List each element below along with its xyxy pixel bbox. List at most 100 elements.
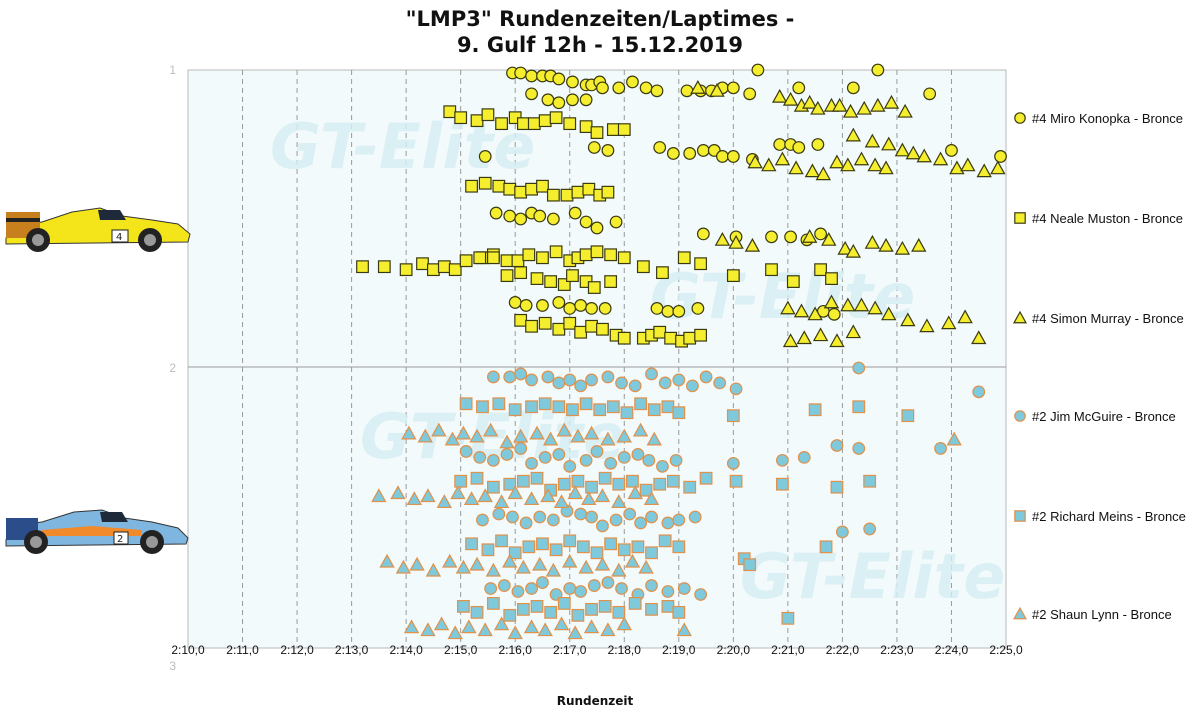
data-point-series-6 bbox=[493, 494, 510, 509]
svg-text:2: 2 bbox=[117, 534, 123, 545]
data-point-series-1 bbox=[552, 296, 566, 309]
data-point-series-3 bbox=[845, 324, 861, 339]
data-point-series-6 bbox=[562, 553, 578, 568]
data-point-series-6 bbox=[616, 428, 632, 443]
data-point-series-5 bbox=[557, 597, 571, 610]
data-point-series-1 bbox=[536, 299, 549, 312]
data-point-series-2 bbox=[416, 257, 429, 271]
data-point-series-1 bbox=[514, 212, 528, 226]
data-point-series-1 bbox=[514, 66, 528, 80]
data-point-series-3 bbox=[823, 294, 840, 309]
data-point-series-1 bbox=[519, 299, 533, 312]
data-point-series-4 bbox=[694, 588, 708, 601]
data-point-series-6 bbox=[542, 431, 559, 446]
data-point-series-2 bbox=[814, 263, 827, 277]
data-point-series-1 bbox=[653, 141, 667, 154]
x-tick-label: 2:15,0 bbox=[444, 643, 478, 657]
data-point-series-2 bbox=[525, 182, 538, 196]
data-point-series-6 bbox=[469, 556, 485, 571]
data-point-series-4 bbox=[631, 448, 645, 461]
data-point-series-5 bbox=[492, 397, 506, 411]
data-point-series-3 bbox=[845, 243, 861, 258]
data-point-series-4 bbox=[604, 456, 618, 470]
legend-item-series-6: #2 Shaun Lynn - Bronce bbox=[1012, 604, 1172, 624]
data-point-series-3 bbox=[771, 88, 788, 103]
data-point-series-5 bbox=[729, 474, 743, 488]
data-point-series-4 bbox=[546, 513, 560, 527]
data-point-series-3 bbox=[957, 309, 973, 324]
data-point-series-2 bbox=[601, 185, 615, 199]
data-point-series-3 bbox=[831, 97, 848, 112]
data-point-series-5 bbox=[808, 403, 822, 417]
data-point-series-3 bbox=[709, 82, 725, 97]
data-point-series-2 bbox=[563, 117, 577, 131]
data-point-series-4 bbox=[563, 582, 577, 595]
data-point-series-6 bbox=[594, 488, 611, 503]
data-point-series-6 bbox=[482, 422, 499, 437]
data-point-series-5 bbox=[672, 406, 686, 420]
data-point-series-2 bbox=[604, 248, 618, 262]
data-point-series-1 bbox=[566, 93, 579, 107]
data-point-series-5 bbox=[516, 602, 530, 616]
data-point-series-2 bbox=[656, 266, 669, 280]
data-point-series-6 bbox=[409, 556, 425, 571]
data-point-series-5 bbox=[522, 540, 536, 554]
data-point-series-5 bbox=[612, 477, 626, 491]
data-point-series-5 bbox=[552, 400, 566, 414]
legend-marker bbox=[1014, 112, 1026, 124]
data-point-series-5 bbox=[576, 540, 590, 554]
data-point-series-2 bbox=[356, 260, 369, 274]
data-point-series-6 bbox=[401, 425, 417, 440]
grid-lines bbox=[242, 70, 952, 648]
data-point-series-4 bbox=[585, 373, 598, 387]
data-point-series-4 bbox=[672, 513, 686, 527]
data-point-series-3 bbox=[897, 103, 913, 118]
data-point-series-5 bbox=[503, 477, 517, 491]
data-point-series-1 bbox=[552, 72, 566, 86]
data-point-series-3 bbox=[905, 145, 921, 160]
data-point-series-3 bbox=[821, 231, 837, 246]
data-point-series-4 bbox=[492, 507, 506, 521]
data-point-series-4 bbox=[863, 522, 877, 536]
data-point-series-1 bbox=[650, 84, 664, 98]
x-tick-label: 2:11,0 bbox=[226, 643, 259, 657]
data-point-series-6 bbox=[431, 422, 447, 437]
data-point-series-4 bbox=[645, 510, 658, 524]
data-point-series-5 bbox=[645, 602, 658, 616]
data-point-series-5 bbox=[536, 537, 549, 551]
data-point-series-2 bbox=[514, 266, 528, 280]
data-point-series-5 bbox=[661, 599, 675, 613]
data-point-series-2 bbox=[617, 123, 631, 137]
data-point-series-4 bbox=[617, 451, 631, 464]
data-point-series-6 bbox=[578, 559, 594, 574]
data-point-series-5 bbox=[495, 534, 508, 548]
data-point-series-1 bbox=[751, 63, 765, 77]
data-point-series-2 bbox=[538, 114, 552, 128]
data-point-series-2 bbox=[486, 251, 500, 265]
x-tick-label: 2:22,0 bbox=[826, 643, 860, 657]
data-point-series-4 bbox=[601, 370, 615, 384]
data-point-series-3 bbox=[845, 127, 861, 142]
data-point-series-1 bbox=[765, 230, 778, 244]
data-point-series-2 bbox=[549, 245, 563, 259]
data-point-series-1 bbox=[579, 93, 593, 107]
data-point-series-6 bbox=[616, 616, 632, 631]
data-point-series-6 bbox=[646, 431, 662, 446]
data-point-series-5 bbox=[571, 608, 585, 622]
data-point-series-3 bbox=[867, 300, 883, 315]
data-point-series-2 bbox=[459, 254, 473, 268]
data-point-series-4 bbox=[645, 367, 658, 381]
data-point-series-4 bbox=[525, 373, 538, 387]
data-point-series-2 bbox=[536, 251, 549, 265]
data-point-series-4 bbox=[525, 456, 538, 470]
data-point-series-5 bbox=[743, 558, 757, 572]
data-point-series-2 bbox=[511, 254, 525, 268]
data-point-series-4 bbox=[574, 379, 588, 393]
data-point-series-1 bbox=[590, 221, 604, 235]
data-point-series-3 bbox=[793, 303, 810, 318]
data-point-series-3 bbox=[837, 240, 853, 255]
data-point-series-2 bbox=[560, 188, 574, 202]
data-point-series-6 bbox=[507, 625, 523, 640]
data-point-series-6 bbox=[395, 559, 412, 574]
data-point-series-1 bbox=[552, 96, 566, 110]
